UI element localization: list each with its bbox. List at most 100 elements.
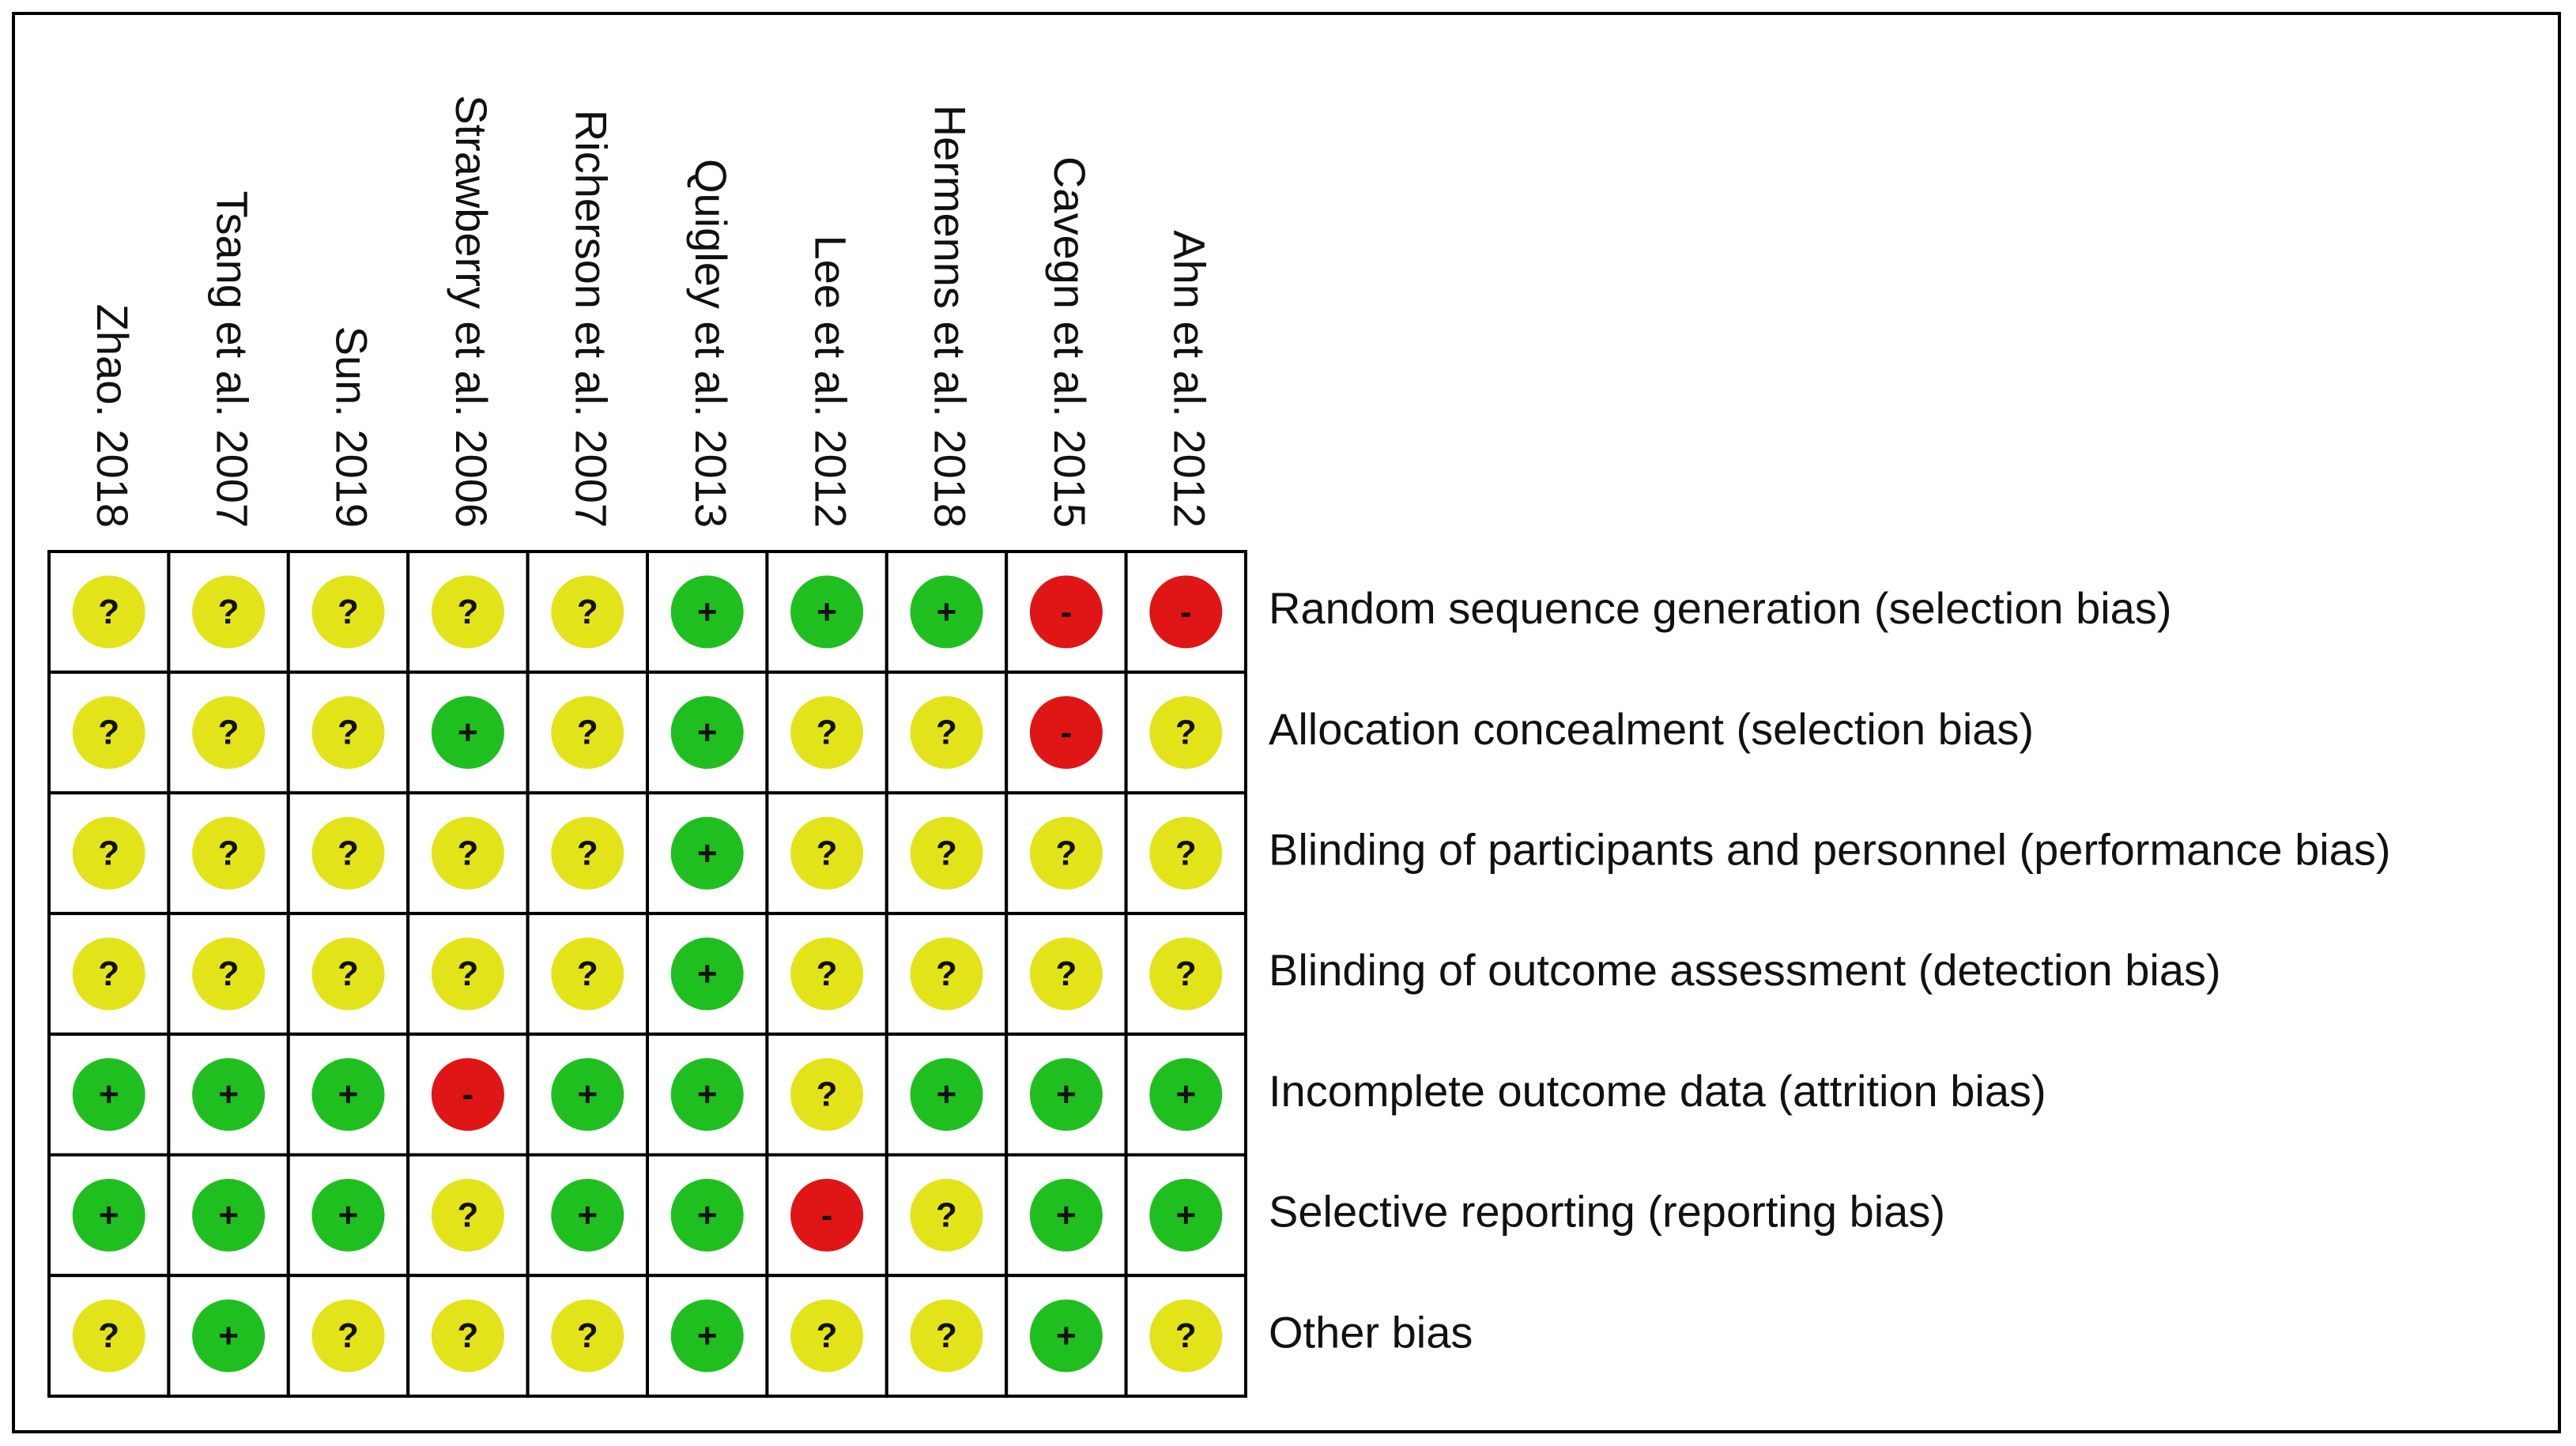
judgment-dot xyxy=(192,816,266,890)
judgment-symbol: - xyxy=(1061,593,1073,631)
judgment-dot xyxy=(1029,575,1103,649)
judgment-dot xyxy=(1029,1299,1103,1373)
study-label: Sun. 2019 xyxy=(327,326,377,528)
judgment-dot xyxy=(790,1178,864,1252)
judgment-symbol: ? xyxy=(936,1196,957,1234)
judgment-symbol: ? xyxy=(1055,955,1077,993)
judgment-dot xyxy=(1029,937,1103,1011)
judgment-symbol: + xyxy=(458,714,478,752)
judgment-symbol: + xyxy=(1056,1196,1077,1234)
study-label: Zhao. 2018 xyxy=(88,304,138,528)
judgment-dot xyxy=(311,1178,385,1252)
judgment-dot xyxy=(311,816,385,890)
judgment-symbol: + xyxy=(218,1196,239,1234)
judgment-dot xyxy=(670,816,744,890)
judgment-dot xyxy=(1149,696,1223,770)
judgment-dot xyxy=(910,937,983,1011)
judgment-dot xyxy=(311,696,385,770)
judgment-symbol: + xyxy=(99,1196,119,1234)
domain-label: Incomplete outcome data (attrition bias) xyxy=(1269,1066,2046,1116)
domain-label: Blinding of outcome assessment (detectio… xyxy=(1269,945,2221,995)
judgment-symbol: ? xyxy=(936,834,957,872)
judgment-symbol: ? xyxy=(218,955,239,993)
judgment-dot xyxy=(431,1178,504,1252)
study-label: Quigley et al. 2013 xyxy=(686,159,736,528)
judgment-dot xyxy=(1149,1058,1223,1132)
judgment-symbol: + xyxy=(1056,1075,1077,1114)
judgment-dot xyxy=(910,816,983,890)
judgment-symbol: + xyxy=(99,1075,119,1114)
judgment-dot xyxy=(192,1058,266,1132)
judgment-dot xyxy=(551,1178,624,1252)
judgment-dot xyxy=(790,1299,864,1373)
judgment-symbol: - xyxy=(821,1196,833,1234)
judgment-symbol: + xyxy=(937,593,957,631)
domain-label: Random sequence generation (selection bi… xyxy=(1269,583,2171,633)
judgment-symbol: + xyxy=(697,714,718,752)
judgment-symbol: ? xyxy=(218,834,239,872)
study-label: Richerson et al. 2007 xyxy=(567,110,617,528)
domain-label: Allocation concealment (selection bias) xyxy=(1269,704,2034,754)
judgment-dot xyxy=(670,696,744,770)
judgment-dot xyxy=(431,696,504,770)
outer-border xyxy=(12,12,2561,1433)
judgment-dot xyxy=(1029,1178,1103,1252)
judgment-symbol: ? xyxy=(936,955,957,993)
judgment-dot xyxy=(670,575,744,649)
judgment-dot xyxy=(72,1299,145,1373)
judgment-dot xyxy=(1149,575,1223,649)
judgment-dot xyxy=(72,575,145,649)
judgment-dot xyxy=(790,937,864,1011)
judgment-symbol: ? xyxy=(457,593,478,631)
judgment-dot xyxy=(72,1178,145,1252)
judgment-dot xyxy=(1029,816,1103,890)
judgment-symbol: - xyxy=(462,1075,474,1114)
judgment-dot xyxy=(910,1178,983,1252)
judgment-symbol: + xyxy=(697,1196,718,1234)
judgment-symbol: ? xyxy=(1175,955,1197,993)
judgment-dot xyxy=(1149,1178,1223,1252)
judgment-symbol: ? xyxy=(817,955,838,993)
judgment-symbol: ? xyxy=(98,955,119,993)
judgment-symbol: + xyxy=(1175,1075,1196,1114)
judgment-dot xyxy=(551,1058,624,1132)
judgment-dot xyxy=(1149,816,1223,890)
study-label: Cavegn et al. 2015 xyxy=(1045,156,1095,528)
judgment-symbol: ? xyxy=(936,1316,957,1355)
judgment-dot xyxy=(431,1058,504,1132)
judgment-symbol: ? xyxy=(1055,834,1077,872)
judgment-dot xyxy=(431,937,504,1011)
judgment-dot xyxy=(790,696,864,770)
judgment-dot xyxy=(431,575,504,649)
judgment-dot xyxy=(72,1058,145,1132)
judgment-dot xyxy=(311,1058,385,1132)
judgment-symbol: ? xyxy=(457,1316,478,1355)
judgment-dot xyxy=(551,937,624,1011)
domain-label: Selective reporting (reporting bias) xyxy=(1269,1187,1945,1237)
domain-label: Other bias xyxy=(1269,1307,1473,1357)
judgment-dot xyxy=(670,1178,744,1252)
judgment-symbol: ? xyxy=(577,1316,598,1355)
judgment-dot xyxy=(790,575,864,649)
judgment-symbol: ? xyxy=(338,714,359,752)
judgment-dot xyxy=(72,816,145,890)
judgment-symbol: ? xyxy=(1175,714,1197,752)
judgment-symbol: ? xyxy=(338,955,359,993)
judgment-dot xyxy=(910,1058,983,1132)
study-label: Ahn et al. 2012 xyxy=(1165,230,1215,528)
study-label: Hermenns et al. 2018 xyxy=(926,105,975,528)
judgment-dot xyxy=(670,937,744,1011)
judgment-dot xyxy=(1149,937,1223,1011)
judgment-symbol: - xyxy=(1180,593,1192,631)
judgment-dot xyxy=(1029,696,1103,770)
judgment-dot xyxy=(790,816,864,890)
judgment-symbol: ? xyxy=(98,593,119,631)
judgment-symbol: + xyxy=(1175,1196,1196,1234)
judgment-dot xyxy=(1029,1058,1103,1132)
judgment-symbol: ? xyxy=(577,955,598,993)
judgment-symbol: ? xyxy=(457,1196,478,1234)
judgment-symbol: ? xyxy=(1175,834,1197,872)
judgment-dot xyxy=(72,937,145,1011)
judgment-symbol: + xyxy=(697,593,718,631)
